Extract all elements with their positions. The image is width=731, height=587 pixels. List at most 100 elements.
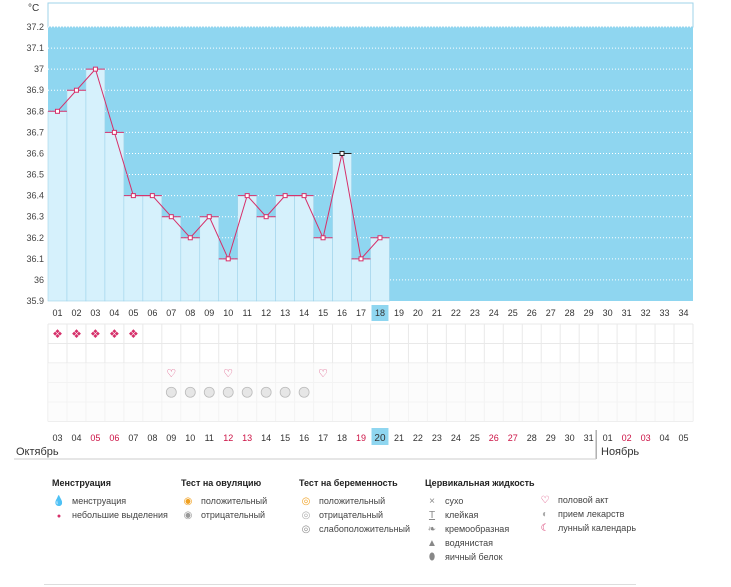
temperature-bar (351, 258, 371, 302)
cycle-day-label: 09 (204, 308, 214, 318)
legend-title: Тест на овуляцию (181, 478, 262, 488)
cycle-day-label: 27 (546, 308, 556, 318)
cycle-day-label: 21 (432, 308, 442, 318)
temperature-bar (275, 195, 295, 302)
y-tick-label: 36.9 (26, 85, 44, 95)
cycle-day-label: 25 (508, 308, 518, 318)
legend-title: Тест на беременность (299, 478, 398, 488)
temperature-point (111, 129, 117, 135)
highlight-day-cell (371, 305, 389, 321)
cycle-day-label: 34 (679, 308, 689, 318)
menstruation-icon: ❖ (109, 327, 120, 341)
y-tick-label: 37.2 (26, 22, 44, 32)
dry-icon: × (429, 496, 435, 507)
menstruation-icon: ❖ (52, 327, 63, 341)
heart-icon: ♡ (223, 368, 233, 380)
y-tick-label: 36.8 (26, 106, 44, 116)
date-label: 17 (318, 433, 328, 443)
cycle-day-label: 04 (109, 308, 119, 318)
date-label: 25 (470, 433, 480, 443)
temperature-point (168, 214, 174, 220)
date-label: 14 (261, 433, 271, 443)
temperature-bar (256, 216, 276, 302)
date-label: 30 (565, 433, 575, 443)
heart-icon: ♡ (166, 368, 176, 380)
y-tick-label: 37.1 (26, 43, 44, 53)
date-label: 27 (508, 433, 518, 443)
temperature-line (57, 68, 381, 261)
pill-icon (165, 386, 177, 398)
cycle-day-label: 07 (166, 308, 176, 318)
cycle-day-label: 06 (147, 308, 157, 318)
legend-title: Цервикальная жидкость (425, 478, 535, 488)
cycle-day-label: 11 (243, 308, 252, 318)
month-label-november: Ноябрь (601, 446, 640, 458)
temperature-bar (47, 111, 68, 302)
temperature-bar (66, 89, 87, 302)
cycle-day-label: 20 (413, 308, 423, 318)
y-tick-label: 36.2 (26, 233, 44, 243)
egg-white-icon: ⬮ (428, 552, 436, 563)
cycle-day-label: 23 (470, 308, 480, 318)
date-label: 12 (223, 433, 233, 443)
pill-icon: ◐ (541, 509, 549, 520)
temperature-point (92, 66, 98, 72)
date-label: 21 (394, 433, 404, 443)
temperature-bar (370, 237, 390, 302)
temperature-point (358, 256, 364, 262)
pill-icon (203, 386, 215, 398)
date-label: 23 (432, 433, 442, 443)
cycle-day-label: 30 (603, 308, 613, 318)
y-tick-label: 36.4 (26, 191, 44, 201)
event-band (48, 363, 693, 422)
date-label: 31 (584, 433, 594, 443)
footer-divider (44, 584, 636, 585)
date-label: 05 (679, 433, 689, 443)
cycle-day-label: 19 (394, 308, 404, 318)
y-tick-label: 36.1 (26, 254, 44, 264)
date-label: 20 (374, 433, 386, 444)
moon-icon: ☾ (540, 523, 550, 534)
temperature-point (187, 235, 193, 241)
pregnancy-positive-icon: ◎ (301, 496, 311, 507)
menstruation-icon: ❖ (90, 327, 101, 341)
legend-title: Менструация (52, 478, 111, 488)
sticky-icon: T (428, 510, 436, 521)
date-label: 26 (489, 433, 499, 443)
cycle-day-label: 16 (337, 308, 347, 318)
temperature-bar (332, 153, 352, 302)
date-label: 05 (90, 433, 100, 443)
temperature-point (54, 108, 60, 114)
small-drop-icon: ● (56, 513, 62, 520)
temperature-bar (142, 195, 163, 302)
creamy-icon: ❧ (427, 524, 437, 535)
cycle-day-label: 15 (318, 308, 328, 318)
heart-icon: ♡ (318, 368, 328, 380)
date-label: 11 (205, 433, 214, 443)
cycle-day-label: 32 (641, 308, 651, 318)
heart-icon: ♡ (540, 495, 550, 506)
y-tick-label: 36.7 (26, 127, 44, 137)
date-label: 08 (147, 433, 157, 443)
date-label: 18 (337, 433, 347, 443)
date-label: 03 (52, 433, 62, 443)
positive-test-icon: ◉ (183, 496, 193, 507)
y-tick-label: 35.9 (26, 296, 44, 306)
pill-icon (222, 386, 234, 398)
cycle-day-label: 22 (451, 308, 461, 318)
legend-item: лунный календарь (558, 523, 637, 533)
cycle-day-label: 08 (185, 308, 195, 318)
pill-icon (279, 386, 291, 398)
legend-item: яичный белок (445, 552, 503, 562)
date-label: 04 (71, 433, 81, 443)
temperature-point (282, 193, 288, 199)
date-label: 22 (413, 433, 423, 443)
y-tick-label: 36.6 (26, 148, 44, 158)
pregnancy-weak-icon: ◎ (301, 524, 311, 535)
y-tick-label: 36 (34, 275, 44, 285)
date-label: 16 (299, 433, 309, 443)
temperature-point (339, 150, 345, 156)
date-label: 07 (128, 433, 138, 443)
y-tick-label: 36.5 (26, 170, 44, 180)
